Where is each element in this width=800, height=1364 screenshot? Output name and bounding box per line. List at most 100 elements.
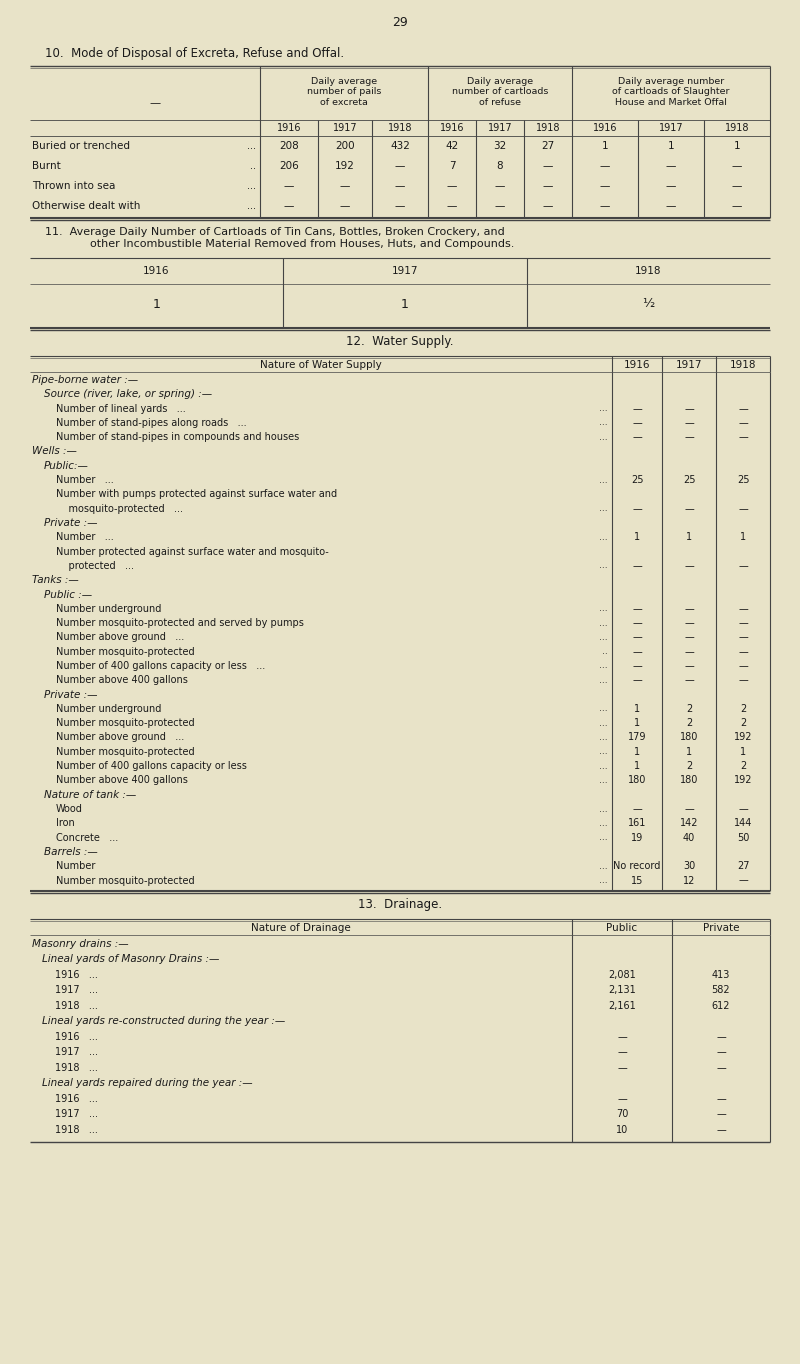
Text: 1916: 1916 <box>277 123 302 134</box>
Text: 1916: 1916 <box>624 360 650 370</box>
Text: —: — <box>684 432 694 442</box>
Text: 1: 1 <box>740 532 746 543</box>
Text: —: — <box>632 404 642 413</box>
Text: 1918: 1918 <box>635 266 662 276</box>
Text: ...: ... <box>599 776 608 784</box>
Text: 1: 1 <box>740 747 746 757</box>
Text: —: — <box>716 1109 726 1120</box>
Text: mosquito-protected   ...: mosquito-protected ... <box>56 503 183 514</box>
Text: Nature of Drainage: Nature of Drainage <box>251 923 351 933</box>
Text: ..: .. <box>250 161 256 170</box>
Text: 25: 25 <box>682 475 695 486</box>
Text: —: — <box>617 1063 627 1073</box>
Text: ...: ... <box>599 533 608 542</box>
Text: 25: 25 <box>737 475 750 486</box>
Text: Number of lineal yards   ...: Number of lineal yards ... <box>56 404 186 413</box>
Text: Number of 400 gallons capacity or less: Number of 400 gallons capacity or less <box>56 761 247 771</box>
Text: —: — <box>632 675 642 685</box>
Text: —: — <box>632 561 642 572</box>
Text: —: — <box>684 803 694 814</box>
Text: —: — <box>738 633 748 642</box>
Text: ...: ... <box>599 562 608 570</box>
Text: Daily average
number of pails
of excreta: Daily average number of pails of excreta <box>307 78 381 106</box>
Text: ...: ... <box>599 604 608 614</box>
Text: ...: ... <box>599 719 608 728</box>
Text: —: — <box>732 201 742 211</box>
Text: Iron: Iron <box>56 818 74 828</box>
Text: 612: 612 <box>712 1001 730 1011</box>
Text: Pipe-borne water :—: Pipe-borne water :— <box>32 375 138 385</box>
Text: 208: 208 <box>279 140 299 151</box>
Text: ..: .. <box>602 647 608 656</box>
Text: —: — <box>738 503 748 514</box>
Text: ...: ... <box>599 476 608 484</box>
Text: Source (river, lake, or spring) :—: Source (river, lake, or spring) :— <box>44 389 212 400</box>
Text: —: — <box>716 1094 726 1103</box>
Text: —: — <box>716 1063 726 1073</box>
Text: Nature of tank :—: Nature of tank :— <box>44 790 136 799</box>
Text: 1918: 1918 <box>725 123 750 134</box>
Text: Number above 400 gallons: Number above 400 gallons <box>56 675 188 685</box>
Text: Public :—: Public :— <box>44 589 92 600</box>
Text: —: — <box>716 1048 726 1057</box>
Text: —: — <box>684 404 694 413</box>
Text: 40: 40 <box>683 832 695 843</box>
Text: —: — <box>600 181 610 191</box>
Text: 180: 180 <box>680 775 698 786</box>
Text: —: — <box>632 417 642 428</box>
Text: 2,081: 2,081 <box>608 970 636 979</box>
Text: 1: 1 <box>153 297 161 311</box>
Text: Number   ...: Number ... <box>56 532 114 543</box>
Text: Wells :—: Wells :— <box>32 446 77 457</box>
Text: —: — <box>684 604 694 614</box>
Text: 19: 19 <box>631 832 643 843</box>
Text: —: — <box>632 633 642 642</box>
Text: 2: 2 <box>686 704 692 713</box>
Text: Number mosquito-protected and served by pumps: Number mosquito-protected and served by … <box>56 618 304 627</box>
Text: 142: 142 <box>680 818 698 828</box>
Text: —: — <box>632 618 642 627</box>
Text: 1: 1 <box>686 747 692 757</box>
Text: —: — <box>716 1031 726 1042</box>
Text: —: — <box>543 181 553 191</box>
Text: Barrels :—: Barrels :— <box>44 847 98 857</box>
Text: 1916   ...: 1916 ... <box>55 1031 98 1042</box>
Text: Thrown into sea: Thrown into sea <box>32 181 115 191</box>
Text: Otherwise dealt with: Otherwise dealt with <box>32 201 140 211</box>
Text: 1918: 1918 <box>730 360 756 370</box>
Text: ...: ... <box>599 761 608 771</box>
Text: Nature of Water Supply: Nature of Water Supply <box>260 360 382 370</box>
Text: Number mosquito-protected: Number mosquito-protected <box>56 876 194 885</box>
Text: 1916: 1916 <box>143 266 170 276</box>
Text: 1: 1 <box>634 704 640 713</box>
Text: —: — <box>632 647 642 656</box>
Text: Lineal yards of Masonry Drains :—: Lineal yards of Masonry Drains :— <box>42 955 219 964</box>
Text: Number mosquito-protected: Number mosquito-protected <box>56 647 194 656</box>
Text: 2: 2 <box>740 719 746 728</box>
Text: ...: ... <box>599 404 608 413</box>
Text: 1: 1 <box>634 719 640 728</box>
Text: 10.  Mode of Disposal of Excreta, Refuse and Offal.: 10. Mode of Disposal of Excreta, Refuse … <box>45 48 344 60</box>
Text: Number   ...: Number ... <box>56 475 114 486</box>
Text: —: — <box>738 604 748 614</box>
Text: —: — <box>684 633 694 642</box>
Text: 70: 70 <box>616 1109 628 1120</box>
Text: —: — <box>600 161 610 170</box>
Text: 1917   ...: 1917 ... <box>55 1048 98 1057</box>
Text: Public: Public <box>606 923 638 933</box>
Text: —: — <box>495 181 505 191</box>
Text: 1916   ...: 1916 ... <box>55 1094 98 1103</box>
Text: ...: ... <box>599 675 608 685</box>
Text: Masonry drains :—: Masonry drains :— <box>32 938 129 949</box>
Text: —: — <box>447 201 457 211</box>
Text: 413: 413 <box>712 970 730 979</box>
Text: 180: 180 <box>628 775 646 786</box>
Text: 42: 42 <box>446 140 458 151</box>
Text: 32: 32 <box>494 140 506 151</box>
Text: 27: 27 <box>737 861 750 872</box>
Text: —: — <box>666 201 676 211</box>
Text: 192: 192 <box>335 161 355 170</box>
Text: 29: 29 <box>392 15 408 29</box>
Text: 192: 192 <box>734 732 752 742</box>
Text: 1917: 1917 <box>333 123 358 134</box>
